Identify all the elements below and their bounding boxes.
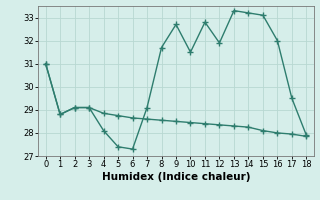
X-axis label: Humidex (Indice chaleur): Humidex (Indice chaleur) xyxy=(102,172,250,182)
